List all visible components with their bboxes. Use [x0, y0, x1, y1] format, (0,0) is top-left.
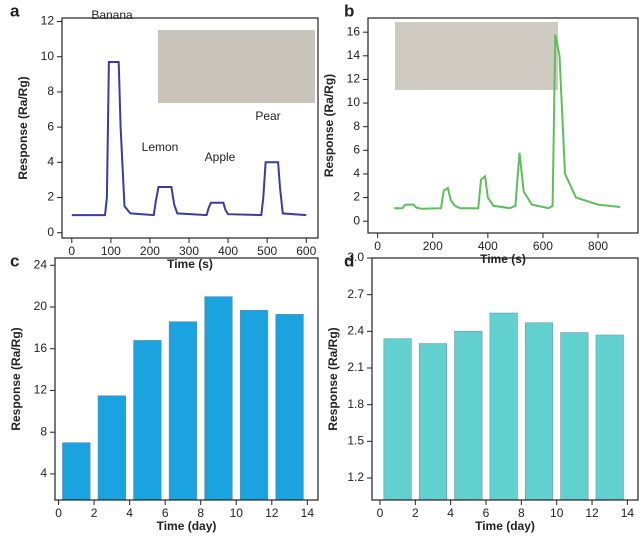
x-tick-label: 6: [483, 506, 490, 520]
x-axis-label: Time (day): [157, 519, 217, 533]
y-tick-label: 12: [347, 72, 361, 86]
x-tick-label: 14: [621, 506, 635, 520]
y-tick-label: 2: [47, 190, 54, 204]
y-tick-label: 2: [353, 190, 360, 204]
bar: [134, 340, 162, 500]
y-tick-label: 12: [34, 383, 48, 397]
x-tick-label: 4: [447, 506, 454, 520]
y-tick-label: 10: [41, 49, 55, 63]
bar: [596, 335, 624, 500]
x-tick-label: 100: [101, 244, 121, 258]
bar: [419, 344, 447, 500]
x-tick-label: 0: [374, 239, 381, 253]
y-tick-label: 16: [347, 24, 361, 38]
y-tick-label: 8: [47, 84, 54, 98]
x-tick-label: 0: [68, 244, 75, 258]
y-tick-label: 4: [47, 154, 54, 168]
panel-label: b: [344, 1, 354, 20]
y-tick-label: 4: [40, 466, 47, 480]
x-tick-label: 4: [126, 506, 133, 520]
x-tick-label: 0: [55, 506, 62, 520]
y-tick-label: 10: [347, 95, 361, 109]
bar: [240, 310, 268, 500]
bar: [169, 322, 197, 500]
bar: [62, 443, 90, 500]
x-axis-label: Time (s): [167, 257, 213, 271]
y-tick-label: 3.0: [347, 250, 364, 264]
x-tick-label: 0: [377, 506, 384, 520]
y-tick-label: 14: [347, 48, 361, 62]
y-tick-label: 1.5: [347, 434, 364, 448]
bar: [455, 331, 483, 500]
bar: [384, 339, 412, 500]
x-tick-label: 6: [162, 506, 169, 520]
y-tick-label: 6: [47, 119, 54, 133]
y-tick-label: 24: [34, 257, 48, 271]
annotation: Lemon: [142, 140, 179, 154]
bar: [525, 323, 553, 500]
x-tick-label: 10: [550, 506, 564, 520]
y-tick-label: 8: [353, 119, 360, 133]
x-tick-label: 500: [257, 244, 277, 258]
panel-label: c: [10, 251, 19, 270]
x-tick-label: 800: [588, 239, 608, 253]
y-tick-label: 1.2: [347, 470, 364, 484]
x-tick-label: 300: [179, 244, 199, 258]
x-tick-label: 2: [91, 506, 98, 520]
x-tick-label: 200: [423, 239, 443, 253]
x-tick-label: 2: [412, 506, 419, 520]
y-tick-label: 2.1: [347, 360, 364, 374]
y-axis-label: Response (Ra/Rg): [9, 327, 23, 430]
x-axis-label: Time (day): [475, 519, 535, 533]
bar: [490, 313, 518, 500]
x-tick-label: 600: [533, 239, 553, 253]
x-tick-label: 600: [296, 244, 316, 258]
y-tick-label: 0: [47, 225, 54, 239]
y-tick-label: 4: [353, 166, 360, 180]
y-tick-label: 2.4: [347, 324, 364, 338]
x-tick-label: 8: [197, 506, 204, 520]
y-axis-label: Response (Ra/Rg): [326, 327, 340, 430]
y-axis-label: Response (Ra/Rg): [16, 76, 30, 179]
annotation: Pear: [255, 109, 280, 123]
x-tick-label: 12: [265, 506, 279, 520]
x-tick-label: 200: [140, 244, 160, 258]
bar: [561, 333, 589, 500]
x-tick-label: 14: [301, 506, 315, 520]
annotation: Banana: [91, 8, 133, 22]
x-tick-label: 12: [585, 506, 599, 520]
panel-label: a: [10, 1, 20, 20]
y-tick-label: 12: [41, 14, 55, 28]
x-tick-label: 400: [218, 244, 238, 258]
y-tick-label: 1.8: [347, 397, 364, 411]
bar: [205, 297, 233, 500]
y-axis-label: Response (Ra/Rg): [322, 74, 336, 177]
x-tick-label: 400: [478, 239, 498, 253]
figure: a0246810120100200300400500600Time (s)Res…: [0, 0, 642, 538]
y-tick-label: 16: [34, 341, 48, 355]
bar: [276, 314, 304, 500]
y-tick-label: 0: [353, 213, 360, 227]
x-axis-label: Time (s): [480, 252, 526, 266]
y-tick-label: 2.7: [347, 287, 364, 301]
y-tick-label: 6: [353, 142, 360, 156]
inset-photo: [158, 30, 315, 103]
inset-photo: [395, 22, 558, 90]
x-tick-label: 10: [230, 506, 244, 520]
y-tick-label: 8: [40, 424, 47, 438]
y-tick-label: 20: [34, 299, 48, 313]
bar: [98, 396, 126, 500]
annotation: Apple: [205, 150, 236, 164]
x-tick-label: 8: [518, 506, 525, 520]
